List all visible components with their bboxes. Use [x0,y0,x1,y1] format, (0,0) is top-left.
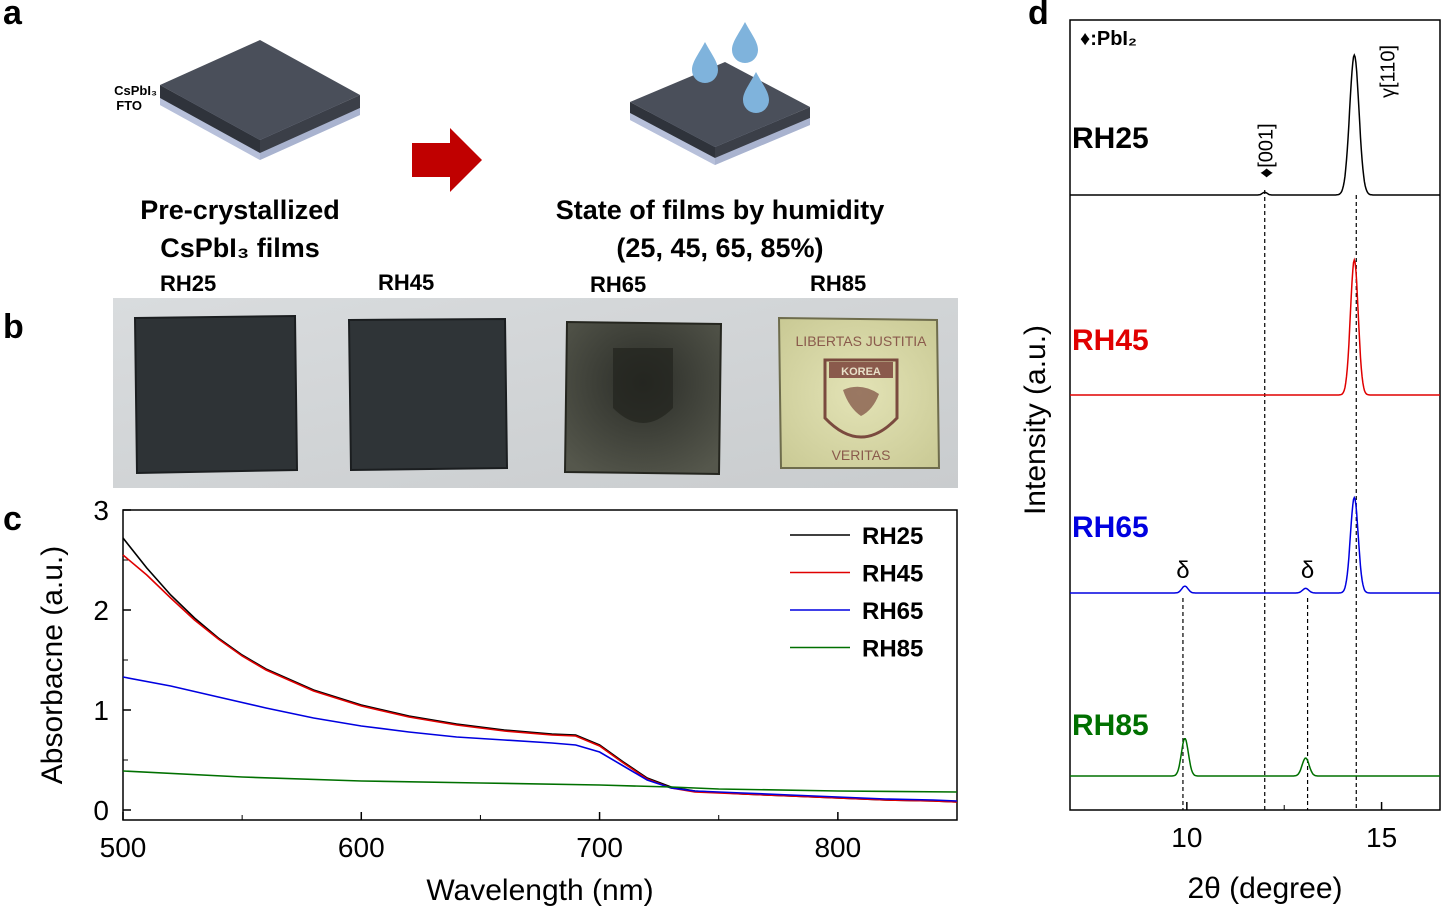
x-tick-label: 600 [338,832,385,863]
water-drop-icon [692,42,718,83]
series-label-rh85: RH85 [1072,709,1149,742]
absorbance-chart: 0 1 2 3 500 600 700 800 Wavelength (nm) Absorbacn… [36,495,958,907]
gamma-110-label: γ[110] [1377,45,1399,98]
series-line-rh85 [122,770,958,793]
panel-b-letter: b [3,308,24,346]
photo-label-rh65: RH65 [590,272,647,297]
water-drop-icon [743,72,769,113]
humid-film-illustration [630,22,810,165]
red-arrow-icon [412,128,482,192]
series-line-rh45 [122,554,958,803]
x-tick-label: 15 [1366,822,1397,853]
series-line-rh85 [1070,737,1440,777]
y-axis-label: Absorbacne (a.u.) [36,546,69,784]
panel-a-letter: a [3,0,22,32]
layer-label-fto: FTO [116,98,142,113]
left-caption-line1: Pre-crystallized [140,195,340,225]
panel-d-letter: d [1028,0,1049,32]
film-photo-rh45 [347,317,509,472]
water-drop-icon [732,22,758,63]
legend-label-rh25: RH25 [862,523,923,550]
series-label-rh25: RH25 [1072,122,1149,155]
x-tick-label: 800 [814,832,861,863]
logo-banner-text: KOREA [841,366,881,378]
film-photo-rh85: KOREA LIBERTAS JUSTITIA VERITAS [777,316,941,469]
x-axis-label: 2θ (degree) [1187,872,1342,905]
delta-label: δ [1176,557,1189,584]
film-photo-rh65 [563,320,723,476]
plot-frame [122,509,958,821]
layer-label-cspbi3: CsPbI₃ [114,83,157,98]
series-line-rh25 [1070,53,1440,196]
x-tick-label: 700 [576,832,623,863]
panel-c-letter: c [3,500,22,538]
x-tick-label: 10 [1171,822,1202,853]
series-label-rh65: RH65 [1072,511,1149,544]
logo-text-bottom: VERITAS [832,447,891,463]
film-photographs: KOREA LIBERTAS JUSTITIA VERITAS [113,298,958,488]
left-caption-line2: CsPbI₃ films [160,233,320,263]
pbi2-001-label: ♦[001] [1256,123,1278,178]
y-axis-label: Intensity (a.u.) [1019,325,1052,515]
right-caption-line1: State of films by humidity [555,195,885,225]
x-axis-label: Wavelength (nm) [426,874,653,907]
legend-label-rh65: RH65 [862,598,923,625]
series-label-rh45: RH45 [1072,324,1149,357]
series-line-rh65 [1070,495,1440,594]
photo-label-rh45: RH45 [378,270,435,295]
y-tick-label: 0 [93,795,109,826]
y-tick-label: 3 [93,495,109,526]
pre-crystallized-film-illustration [160,40,360,160]
legend-label-rh45: RH45 [862,561,923,588]
legend-label-rh85: RH85 [862,636,923,663]
logo-text-top: LIBERTAS JUSTITIA [796,333,928,349]
y-tick-label: 1 [93,695,109,726]
photo-label-rh25: RH25 [160,271,217,296]
series-line-rh45 [1070,257,1440,396]
right-caption-line2: (25, 45, 65, 85%) [616,233,824,263]
photo-label-rh85: RH85 [810,271,867,296]
series-line-rh25 [122,537,958,803]
x-tick-label: 500 [100,832,147,863]
film-photo-rh25 [133,314,299,475]
series-line-rh65 [122,676,958,802]
delta-label: δ [1301,557,1314,584]
y-tick-label: 2 [93,595,109,626]
xrd-chart: 10 15 2θ (degree) Intensity (a.u.) ♦:PbI₂ δ δ ♦… [1019,19,1441,905]
pbi2-legend: ♦:PbI₂ [1080,28,1137,50]
plot-frame [1069,19,1441,811]
